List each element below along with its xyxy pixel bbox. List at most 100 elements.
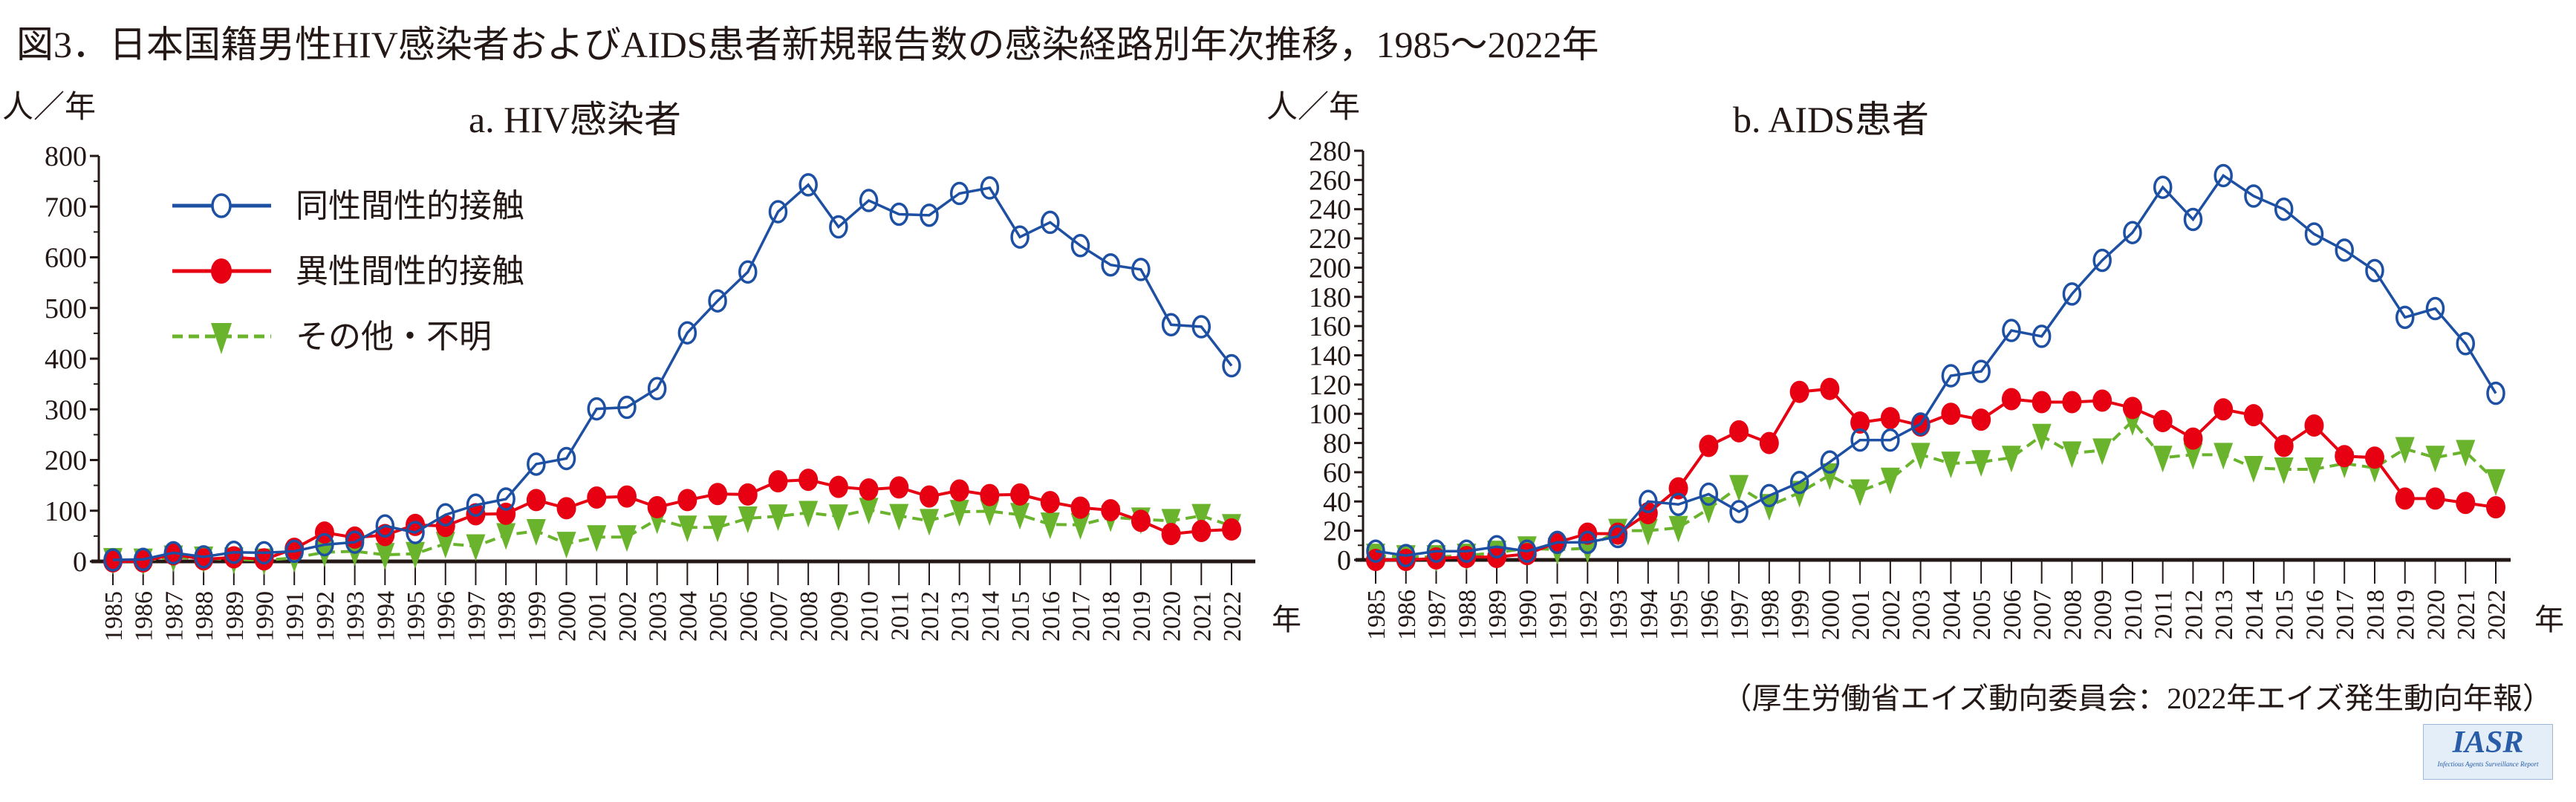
- data-point-msm: [2183, 207, 2203, 232]
- data-point-hetero: [768, 470, 788, 493]
- source-citation: （厚生労働省エイズ動向委員会：2022年エイズ発生動向年報）: [1722, 682, 2552, 715]
- data-point-other: [2001, 446, 2021, 473]
- chart-title: b. AIDS患者: [1733, 99, 1929, 140]
- data-point-hetero: [1222, 518, 1241, 541]
- data-point-msm: [1161, 313, 1181, 337]
- data-point-msm: [1426, 539, 1446, 563]
- data-point-hetero: [1191, 520, 1211, 543]
- data-point-other: [768, 504, 788, 532]
- y-tick-label: 200: [45, 446, 87, 477]
- x-tick-label: 2010: [856, 591, 884, 642]
- data-point-hetero: [1101, 499, 1121, 522]
- data-point-msm: [829, 215, 848, 239]
- data-point-msm: [1729, 500, 1749, 524]
- x-tick-label: 2011: [2150, 590, 2178, 639]
- data-point-other: [677, 515, 697, 543]
- data-point-msm: [2425, 296, 2445, 321]
- series-line-msm: [1375, 174, 2497, 557]
- data-point-msm: [708, 289, 727, 313]
- x-tick-label: 1994: [1636, 590, 1663, 640]
- data-point-msm: [2395, 305, 2415, 330]
- x-axis-unit-label: 年: [1272, 603, 1301, 636]
- data-point-msm: [768, 200, 788, 224]
- data-point-msm: [2032, 325, 2052, 348]
- data-point-msm: [1881, 428, 1900, 452]
- data-point-other: [919, 509, 939, 536]
- y-tick-label: 180: [1309, 282, 1351, 313]
- data-point-msm: [375, 514, 395, 538]
- x-tick-label: 2012: [917, 591, 944, 642]
- x-tick-label: 1988: [1454, 590, 1481, 640]
- data-point-msm: [1820, 450, 1840, 474]
- y-axis-unit-label: 人／年: [1266, 90, 1360, 125]
- legend-label-msm: 同性間性的接触: [296, 188, 524, 224]
- y-tick-label: 100: [1309, 399, 1351, 430]
- data-point-msm: [1518, 539, 1537, 563]
- data-point-other: [2214, 443, 2234, 470]
- x-tick-label: 2001: [584, 591, 611, 642]
- x-tick-label: 1985: [1363, 590, 1391, 640]
- legend-marker-open-circle-icon: [211, 193, 232, 218]
- data-point-hetero: [677, 489, 697, 512]
- data-point-msm: [2244, 184, 2263, 208]
- x-tick-label: 1992: [312, 591, 339, 642]
- data-point-hetero: [2304, 414, 2324, 437]
- data-point-hetero: [949, 479, 969, 502]
- series-line-other: [1375, 419, 2497, 559]
- data-point-msm: [2274, 197, 2294, 221]
- data-point-msm: [1608, 524, 1627, 549]
- data-point-msm: [2092, 248, 2112, 273]
- x-tick-label: 2008: [2059, 590, 2087, 640]
- data-point-hetero: [919, 485, 939, 508]
- data-point-hetero: [617, 485, 637, 508]
- data-point-other: [949, 500, 969, 527]
- data-point-other: [1729, 475, 1749, 502]
- data-point-other: [1759, 494, 1779, 521]
- data-point-msm: [2456, 332, 2475, 356]
- data-point-other: [2456, 440, 2476, 467]
- x-tick-label: 1996: [433, 591, 461, 642]
- data-point-msm: [1396, 544, 1416, 567]
- data-point-msm: [1789, 470, 1809, 495]
- data-point-msm: [738, 260, 758, 284]
- chart-panel-hiv: a. HIV感染者 人／年年 0 100 200 300 400 500 600 700 800 19…: [2, 90, 1301, 642]
- data-point-other: [435, 532, 455, 559]
- data-point-other: [1191, 503, 1211, 531]
- data-point-hetero: [2274, 434, 2294, 457]
- data-point-msm: [556, 446, 576, 471]
- legend-label-hetero: 異性間性的接触: [296, 253, 524, 290]
- data-point-msm: [406, 521, 425, 544]
- y-tick-label: 80: [1323, 428, 1351, 460]
- data-point-other: [2274, 457, 2294, 484]
- x-tick-label: 1999: [524, 591, 551, 642]
- data-point-msm: [163, 541, 183, 565]
- data-point-hetero: [1850, 411, 1870, 434]
- x-tick-label: 2016: [2301, 590, 2329, 640]
- y-tick-label: 140: [1309, 341, 1351, 372]
- y-tick-label: 0: [73, 547, 87, 578]
- data-point-hetero: [2456, 492, 2476, 515]
- x-tick-label: 1986: [131, 591, 158, 642]
- data-point-msm: [1010, 225, 1030, 249]
- x-tick-label: 2000: [1817, 590, 1844, 640]
- x-tick-label: 1990: [252, 591, 279, 642]
- data-point-msm: [527, 452, 546, 476]
- data-point-other: [2092, 438, 2112, 466]
- data-point-hetero: [1729, 420, 1749, 443]
- x-tick-label: 2015: [2271, 590, 2299, 640]
- data-point-hetero: [1789, 380, 1809, 403]
- x-tick-label: 1996: [1696, 590, 1723, 640]
- x-tick-label: 2018: [1098, 591, 1125, 642]
- data-point-msm: [1070, 234, 1090, 258]
- data-point-hetero: [2032, 391, 2052, 414]
- data-point-hetero: [526, 489, 546, 512]
- x-tick-label: 2014: [977, 591, 1004, 642]
- x-tick-label: 2016: [1038, 591, 1065, 642]
- legend-label-other: その他・不明: [296, 319, 492, 355]
- data-point-hetero: [2092, 389, 2112, 412]
- data-point-msm: [889, 202, 909, 226]
- x-tick-label: 2002: [614, 591, 642, 642]
- data-point-msm: [2365, 258, 2384, 283]
- data-point-other: [889, 503, 909, 531]
